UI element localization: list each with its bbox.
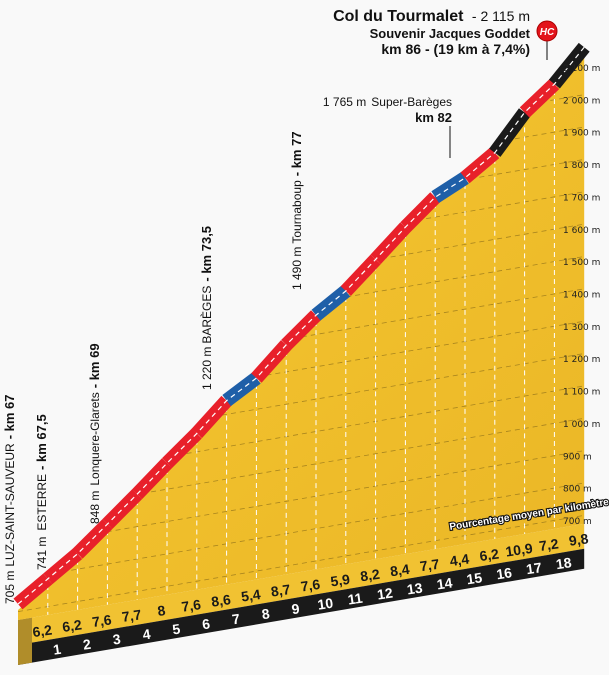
- gradient-label: 8,2: [359, 566, 381, 585]
- km-label: 14: [436, 574, 454, 592]
- y-tick-label: 1 000 m: [563, 420, 600, 430]
- elevation-gridline: [18, 288, 585, 386]
- y-tick-label: 1 300 m: [563, 323, 600, 333]
- km-label: 16: [495, 564, 513, 582]
- chart-title: Col du Tourmalet - 2 115 m: [333, 8, 530, 25]
- gradient-label: 8: [156, 602, 166, 619]
- hc-badge: [536, 20, 558, 42]
- base-slab: [18, 523, 585, 665]
- elevation-gridline: [18, 385, 585, 483]
- y-tick-label: 1 200 m: [563, 355, 600, 365]
- super-bareges-km: km 82: [415, 110, 452, 125]
- km-label: 4: [142, 626, 152, 643]
- slab-km-band: [18, 548, 585, 665]
- elevation-gridline: [18, 223, 585, 321]
- gradient-label: 10,9: [504, 540, 533, 560]
- km-label: 9: [291, 600, 301, 617]
- y-tick-label: 1 900 m: [563, 129, 600, 139]
- gradient-label: 8,6: [210, 591, 232, 610]
- km-label: 18: [555, 554, 573, 572]
- gradient-label: 7,2: [538, 535, 560, 554]
- y-tick-label: 1 100 m: [563, 388, 600, 398]
- super-bareges-elevation: 1 765 m: [323, 95, 366, 109]
- annotation-super-bareges: 1 765 m Super-Barèges km 82: [323, 95, 452, 158]
- gradient-label: 9,8: [568, 530, 590, 549]
- elevation-gridline: [18, 514, 585, 613]
- gradient-label: 6,2: [61, 616, 83, 635]
- km-label: 11: [347, 590, 364, 608]
- elevation-gridline: [18, 256, 585, 354]
- slab-labels: 6,2 6,2 7,6 7,7 8 7,6 8,6 5,4 8,7 7,6 5,9 8,2 8,4 7,7…: [31, 530, 589, 657]
- gradient-label: 5,9: [329, 571, 351, 590]
- km-label: 1: [52, 641, 62, 658]
- svg-text:741 mESTERRE- km 67,5: 741 mESTERRE- km 67,5: [34, 414, 49, 570]
- grid: [18, 61, 585, 615]
- gradient-label: 8,7: [270, 581, 292, 600]
- y-tick-label: 700 m: [563, 517, 592, 527]
- gradient-label: 7,6: [91, 611, 113, 630]
- y-tick-label: 1 600 m: [563, 226, 600, 236]
- km-label: 13: [406, 579, 424, 597]
- y-tick-label: 1 700 m: [563, 193, 600, 203]
- gradient-label: 7,6: [300, 576, 322, 595]
- annotation-luz: 705 mLUZ-SAINT-SAUVEUR- km 67: [2, 394, 17, 604]
- y-tick-label: 800 m: [563, 485, 592, 495]
- elevation-gridline: [18, 417, 585, 515]
- gradient-label: 7,7: [419, 556, 441, 575]
- gradient-label: 7,7: [121, 606, 143, 625]
- km-label: 6: [201, 615, 211, 632]
- elevation-axis: 700 m 800 m 900 m 1 000 m 1 100 m 1 200 m 1 30…: [563, 64, 600, 527]
- km-label: 10: [316, 595, 334, 613]
- elevation-gridline: [18, 320, 585, 418]
- elevation-gridline: [18, 482, 585, 580]
- km-label: 3: [112, 631, 122, 648]
- annotation-bareges: 1 220 mBARÈGES- km 73,5: [199, 226, 214, 390]
- hc-badge-label: HC: [540, 27, 555, 38]
- y-tick-label: 1 500 m: [563, 258, 600, 268]
- km-label: 8: [261, 605, 271, 622]
- y-tick-label: 900 m: [563, 452, 592, 462]
- y-tick-label: 1 400 m: [563, 291, 600, 301]
- km-label: 12: [376, 585, 394, 603]
- gradient-label: 8,4: [389, 561, 411, 580]
- svg-text:848 mLonquere-Glarets- km 69: 848 mLonquere-Glarets- km 69: [87, 343, 102, 524]
- annotation-lonquere: 848 mLonquere-Glarets- km 69: [87, 343, 102, 524]
- svg-text:1 490 mTournaboup- km 77: 1 490 mTournaboup- km 77: [289, 131, 304, 290]
- elevation-gridline: [18, 191, 585, 289]
- road-profile: [13, 42, 590, 610]
- y-tick-label: 2 000 m: [563, 96, 600, 106]
- km-label: 7: [231, 610, 241, 627]
- km-label: 2: [82, 636, 92, 653]
- climb-info: km 86 - (19 km à 7,4%): [381, 41, 530, 57]
- chart-title-name: Col du Tourmalet: [333, 8, 464, 25]
- svg-text:705 mLUZ-SAINT-SAUVEUR- km 67: 705 mLUZ-SAINT-SAUVEUR- km 67: [2, 394, 17, 604]
- gradient-label: 5,4: [240, 586, 262, 605]
- km-label: 5: [171, 621, 181, 638]
- road-centerline: [17, 46, 585, 605]
- elevation-gridline: [18, 159, 585, 257]
- gradient-label: 7,6: [180, 596, 202, 615]
- gradient-label: 4,4: [449, 551, 471, 570]
- annotation-esterre: 741 mESTERRE- km 67,5: [34, 414, 49, 570]
- gradient-label: 6,2: [478, 546, 500, 565]
- elevation-gridline: [18, 353, 585, 451]
- super-bareges-name: Super-Barèges: [371, 95, 452, 109]
- elevation-gridline: [18, 450, 585, 548]
- y-tick-label: 2 100 m: [563, 64, 600, 74]
- chart-subtitle: Souvenir Jacques Goddet: [370, 26, 531, 41]
- annotation-tournaboup: 1 490 mTournaboup- km 77: [289, 131, 304, 290]
- y-tick-label: 1 800 m: [563, 161, 600, 171]
- slab-front-face: [18, 523, 585, 645]
- chart-title-elevation: - 2 115 m: [472, 8, 530, 24]
- slab-end-face: [18, 617, 32, 665]
- km-label: 15: [465, 569, 483, 587]
- km-label: 17: [525, 559, 543, 577]
- svg-text:1 220 mBARÈGES- km 73,5: 1 220 mBARÈGES- km 73,5: [199, 226, 214, 390]
- gradient-label: 6,2: [31, 622, 53, 641]
